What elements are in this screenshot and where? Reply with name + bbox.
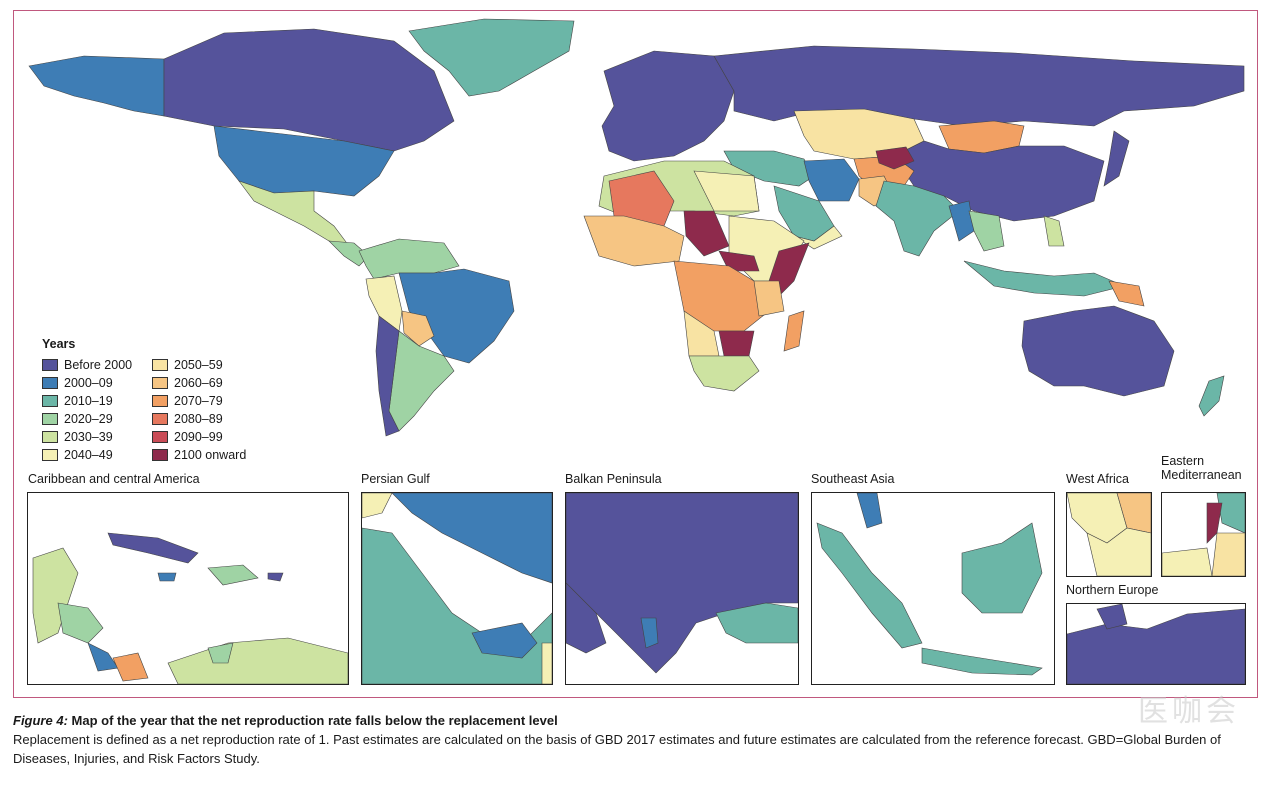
legend-label: 2050–59 [174,357,223,372]
legend-swatch [42,376,58,389]
legend-item: 2060–69 [152,375,262,390]
legend-label: 2000–09 [64,375,113,390]
legend-item: 2050–59 [152,357,262,372]
legend-item: 2000–09 [42,375,152,390]
legend-swatch [152,376,168,389]
world-map [28,18,1245,437]
map-chile [375,315,400,437]
inset-caribbean-map [32,532,348,684]
inset-label-balkan: Balkan Peninsula [565,472,662,486]
map-yemen [793,225,843,250]
inset-northern-europe-map [1067,604,1245,684]
legend-label: 2060–69 [174,375,223,390]
legend-swatch [152,430,168,443]
map-philippines [1043,215,1065,247]
map-japan [1103,130,1130,187]
legend-swatch [42,448,58,461]
map-madagascar [783,310,805,352]
legend-swatch [152,412,168,425]
legend-item: 2030–39 [42,429,152,444]
legend-label: 2010–19 [64,393,113,408]
map-canada [163,28,455,152]
legend-label: 2090–99 [174,429,223,444]
legend-swatch [42,358,58,371]
inset-eastern-med [1161,492,1246,577]
caption-body: Replacement is defined as a net reproduc… [13,732,1221,766]
legend-item: 2070–79 [152,393,262,408]
map-afghanistan-tajikistan [875,146,915,170]
map-alaska [28,55,165,117]
map-europe [601,50,735,162]
legend-item: 2040–49 [42,447,152,462]
inset-persian-gulf [361,492,553,685]
inset-label-caribbean: Caribbean and central America [28,472,200,486]
legend-title: Years [42,337,76,351]
legend-item: 2080–89 [152,411,262,426]
map-russia [713,45,1245,127]
legend-label: 2070–79 [174,393,223,408]
inset-eastern-med-map [1162,493,1245,576]
map-myanmar [948,200,975,242]
map-png [1108,280,1145,307]
map-west-africa [583,215,685,267]
map-bolivia [401,310,435,347]
inset-west-africa-map [1067,493,1151,576]
inset-west-africa [1066,492,1152,577]
map-indonesia [963,260,1125,297]
inset-southeast-asia-map [816,493,1043,676]
legend-grid: Before 2000 2050–59 2000–09 2060–69 2010–19 2… [42,357,262,462]
legend-item: 2100 onward [152,447,262,462]
watermark: 医咖会 [1138,694,1240,729]
legend-label: 2100 onward [174,447,247,462]
legend-swatch [42,394,58,407]
map-new-zealand [1198,375,1225,417]
legend-item: 2010–19 [42,393,152,408]
inset-label-southeast-asia: Southeast Asia [811,472,895,486]
map-india [875,180,960,257]
inset-southeast-asia [811,492,1055,685]
caption-label: Figure 4: [13,713,68,728]
inset-label-northern-europe: Northern Europe [1066,583,1159,597]
legend-swatch [152,394,168,407]
figure-caption: Figure 4: Map of the year that the net r… [13,711,1263,768]
map-chad [683,210,730,257]
inset-label-west-africa: West Africa [1066,472,1129,486]
map-china [893,140,1105,222]
inset-balkan [565,492,799,685]
legend-swatch [42,412,58,425]
legend: Years Before 2000 2050–59 2000–09 2060–69 20… [42,337,262,462]
map-southern-africa [688,355,760,392]
caption-title: Map of the year that the net reproductio… [71,713,558,728]
map-southeast-asia-mainland [968,210,1005,252]
map-iran [803,158,860,202]
legend-swatch [42,430,58,443]
legend-item: 2020–29 [42,411,152,426]
legend-label: 2080–89 [174,411,223,426]
inset-caribbean [27,492,349,685]
legend-item: 2090–99 [152,429,262,444]
map-tanzania [753,280,785,317]
inset-label-eastern-med: Eastern Mediterranean [1161,454,1242,482]
legend-label: 2030–39 [64,429,113,444]
inset-persian-gulf-map [362,493,552,684]
legend-swatch [152,358,168,371]
map-libya-egypt [693,170,760,212]
map-australia [1021,305,1175,397]
caption-title-line: Figure 4: Map of the year that the net r… [13,711,1263,730]
legend-item: Before 2000 [42,357,152,372]
inset-northern-europe [1066,603,1246,685]
legend-swatch [152,448,168,461]
legend-label: 2020–29 [64,411,113,426]
inset-label-persian-gulf: Persian Gulf [361,472,430,486]
figure-frame: Years Before 2000 2050–59 2000–09 2060–69 20… [13,10,1258,698]
map-zimbabwe [718,330,755,357]
legend-label: Before 2000 [64,357,133,372]
legend-label: 2040–49 [64,447,113,462]
inset-balkan-map [566,493,798,674]
map-usa [213,125,395,197]
map-greenland [408,18,575,97]
